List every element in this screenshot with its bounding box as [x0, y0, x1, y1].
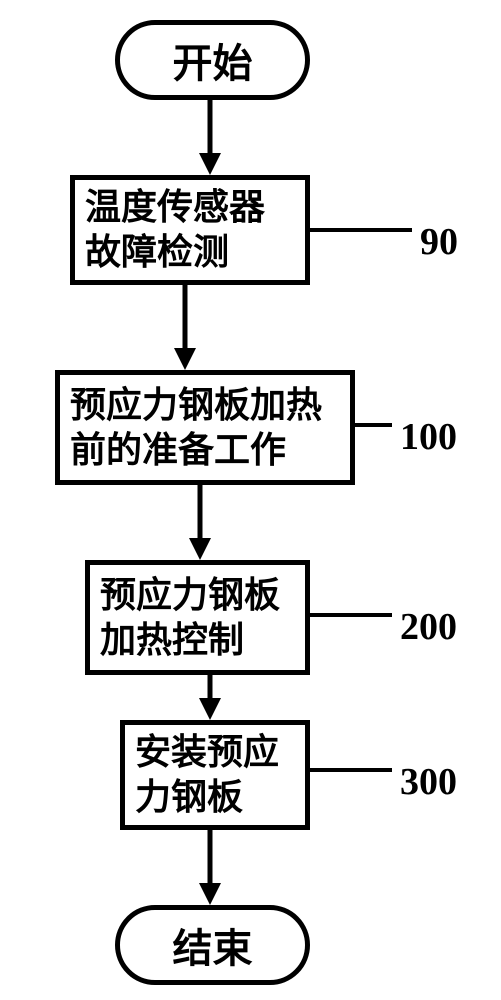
arrow — [0, 0, 501, 1000]
flowchart-canvas: 开始温度传感器 故障检测90预应力钢板加热 前的准备工作100预应力钢板 加热控… — [0, 0, 501, 1000]
